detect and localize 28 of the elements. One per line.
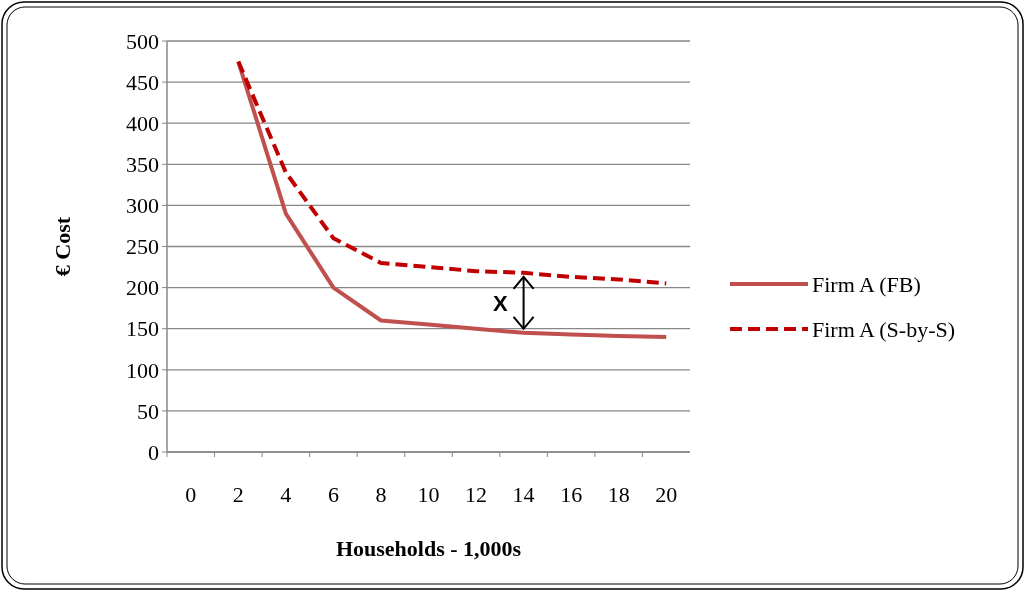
y-tick-label: 400: [126, 110, 159, 136]
x-tick-label: 0: [185, 482, 197, 507]
x-tick-label: 2: [232, 482, 244, 507]
y-tick-label: 150: [126, 316, 159, 342]
y-tick-label: 500: [126, 28, 159, 54]
x-tick-label: 10: [417, 482, 440, 507]
x-tick-label: 4: [280, 482, 292, 507]
y-tick-label: 50: [137, 398, 159, 424]
legend-label: Firm A (FB): [812, 271, 921, 297]
annotation: X: [492, 290, 508, 316]
y-tick-label: 200: [126, 275, 159, 301]
x-axis-title: Households - 1,000s: [335, 536, 522, 561]
x-tick-label: 18: [607, 482, 630, 507]
x-tick-label: 16: [560, 482, 583, 507]
x-tick-label: 14: [512, 482, 535, 507]
y-tick-label: 0: [148, 439, 159, 465]
y-axis-title: € Cost: [50, 216, 75, 277]
y-tick-label: 100: [126, 357, 159, 383]
y-tick-label: 300: [126, 193, 159, 219]
x-tick-label: 8: [375, 482, 387, 507]
x-tick-label: 20: [655, 482, 678, 507]
legend-label: Firm A (S-by-S): [812, 316, 956, 342]
y-tick-label: 250: [126, 234, 159, 260]
y-tick-label: 450: [126, 69, 159, 95]
x-tick-label: 6: [327, 482, 339, 507]
y-tick-label: 350: [126, 152, 159, 177]
line-series: [236, 59, 669, 286]
x-tick-label: 12: [465, 482, 488, 507]
